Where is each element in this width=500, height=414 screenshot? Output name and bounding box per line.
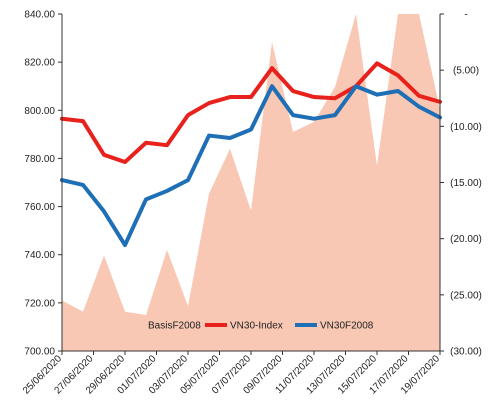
- legend-label-basisf2008: BasisF2008: [148, 321, 201, 332]
- right-tick-label: (5.00): [453, 66, 479, 77]
- legend-swatch-basisf2008: [125, 321, 143, 329]
- right-tick-label: -: [464, 10, 467, 21]
- series-basisf2008-area: [62, 14, 440, 351]
- left-tick-label: 780.00: [24, 154, 55, 165]
- right-tick-label: (25.00): [450, 290, 482, 301]
- left-tick-label: 840.00: [24, 10, 55, 21]
- left-tick-label: 760.00: [24, 202, 55, 213]
- left-tick-label: 720.00: [24, 298, 55, 309]
- series-vn30f2008-line: [60, 84, 442, 248]
- basis-area-layer: [62, 14, 440, 351]
- right-tick-label: (15.00): [450, 178, 482, 189]
- right-tick-label: (30.00): [450, 347, 482, 358]
- right-tick-label: (10.00): [450, 122, 482, 133]
- left-tick-label: 740.00: [24, 250, 55, 261]
- right-tick-label: (20.00): [450, 234, 482, 245]
- lines-layer: [60, 61, 442, 248]
- left-tick-label: 820.00: [24, 58, 55, 69]
- left-tick-label: 700.00: [24, 347, 55, 358]
- series-vn30-index-line: [60, 61, 442, 165]
- legend: BasisF2008 VN30-Index VN30F2008: [125, 321, 374, 332]
- legend-label-vn30f2008: VN30F2008: [320, 321, 374, 332]
- left-tick-label: 800.00: [24, 106, 55, 117]
- legend-label-vn30-index: VN30-Index: [230, 321, 283, 332]
